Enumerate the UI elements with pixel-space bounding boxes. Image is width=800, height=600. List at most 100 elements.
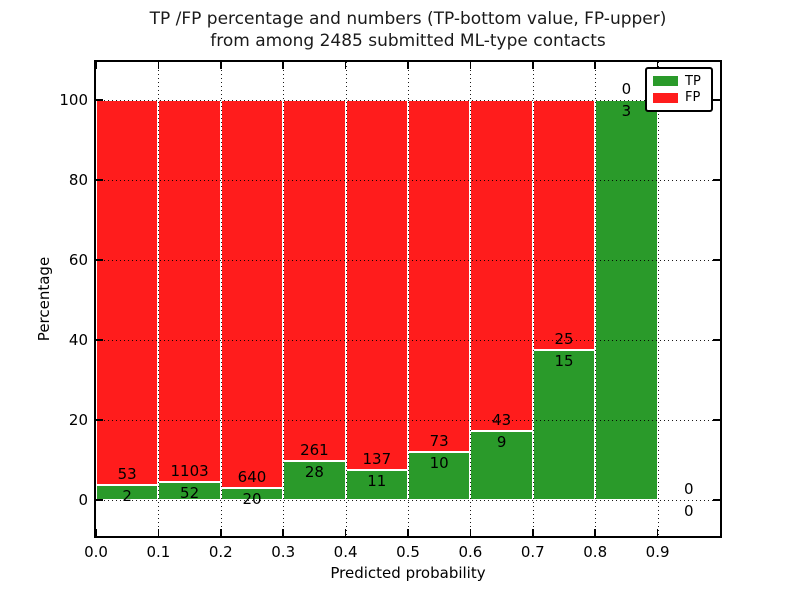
fp-bar-segment bbox=[345, 100, 408, 471]
x-tick-label: 0.5 bbox=[396, 543, 420, 561]
y-tick-mark-right bbox=[713, 499, 720, 501]
fp-count-label: 25 bbox=[554, 330, 574, 348]
fp-count-label: 1103 bbox=[170, 461, 209, 480]
y-tick-mark-left bbox=[96, 179, 103, 181]
vertical-gridline bbox=[158, 62, 160, 536]
x-tick-mark-bottom bbox=[656, 529, 659, 536]
tp-count-label: 15 bbox=[554, 352, 574, 370]
x-tick-mark-bottom bbox=[407, 529, 409, 536]
fp-count-label: 73 bbox=[429, 431, 449, 450]
y-tick-mark-right bbox=[713, 259, 720, 261]
x-tick-mark-top bbox=[157, 62, 160, 69]
fp-bar-segment bbox=[532, 100, 596, 350]
fp-bar-segment bbox=[408, 100, 471, 452]
x-tick-mark-top bbox=[407, 62, 409, 69]
fp-count-label: 0 bbox=[684, 480, 694, 498]
x-tick-mark-bottom bbox=[344, 529, 347, 536]
chart-title-line-1: TP /FP percentage and numbers (TP-bottom… bbox=[149, 9, 667, 29]
y-tick-mark-left bbox=[96, 499, 103, 501]
tp-bar-segment bbox=[532, 350, 596, 500]
y-tick-mark-left bbox=[96, 339, 103, 341]
y-tick-mark-left bbox=[96, 419, 103, 421]
tp-bar-segment bbox=[96, 485, 159, 500]
fp-bar-segment bbox=[470, 100, 533, 431]
tp-count-label: 52 bbox=[180, 483, 200, 502]
x-tick-label: 0.0 bbox=[84, 543, 108, 561]
tp-color-swatch bbox=[653, 76, 678, 87]
y-tick-label: 20 bbox=[68, 411, 88, 429]
legend-label-tp: TP bbox=[685, 73, 701, 89]
x-tick-mark-top bbox=[469, 62, 472, 69]
x-tick-label: 0.8 bbox=[583, 543, 608, 561]
fp-bar-segment bbox=[96, 100, 159, 486]
fp-bar-segment bbox=[158, 100, 221, 482]
y-tick-label: 40 bbox=[68, 331, 88, 349]
vertical-gridline bbox=[408, 62, 409, 536]
tp-count-label: 3 bbox=[621, 102, 632, 120]
y-tick-mark-right bbox=[713, 339, 720, 341]
y-axis-label: Percentage bbox=[35, 256, 53, 342]
x-tick-label: 0.1 bbox=[146, 543, 171, 561]
x-tick-mark-top bbox=[594, 62, 596, 69]
legend-item-fp: FP bbox=[653, 91, 705, 104]
x-tick-label: 0.9 bbox=[645, 543, 670, 561]
tp-bar-segment bbox=[595, 100, 658, 500]
x-tick-mark-top bbox=[282, 62, 284, 69]
x-tick-mark-top bbox=[220, 62, 222, 69]
y-tick-mark-right bbox=[713, 99, 720, 101]
x-tick-mark-top bbox=[656, 62, 659, 69]
y-tick-label: 0 bbox=[78, 491, 88, 509]
fp-count-label: 53 bbox=[117, 465, 137, 484]
x-tick-mark-bottom bbox=[532, 529, 534, 536]
tp-count-label: 10 bbox=[429, 453, 449, 472]
y-tick-mark-right bbox=[713, 419, 720, 421]
vertical-gridline bbox=[470, 62, 472, 536]
x-tick-mark-bottom bbox=[282, 529, 284, 536]
x-tick-label: 0.7 bbox=[520, 543, 545, 561]
fp-bar-segment bbox=[220, 100, 284, 488]
x-tick-mark-bottom bbox=[594, 529, 596, 536]
y-tick-mark-right bbox=[713, 179, 720, 181]
vertical-gridline bbox=[345, 62, 347, 536]
tp-count-label: 2 bbox=[122, 487, 132, 506]
tp-bar-segment bbox=[345, 470, 408, 500]
tp-count-label: 28 bbox=[304, 463, 324, 482]
tp-count-label: 0 bbox=[684, 502, 694, 520]
fp-color-swatch bbox=[653, 92, 678, 103]
vertical-gridline bbox=[532, 62, 534, 536]
x-tick-label: 0.2 bbox=[208, 543, 233, 561]
x-tick-mark-bottom bbox=[157, 529, 160, 536]
legend-label-fp: FP bbox=[685, 90, 701, 106]
vertical-gridline bbox=[283, 62, 285, 536]
x-axis-label: Predicted probability bbox=[330, 564, 486, 582]
legend: TP FP bbox=[645, 67, 713, 112]
y-tick-label: 60 bbox=[68, 251, 88, 269]
x-tick-mark-top bbox=[532, 62, 534, 69]
tp-bar-segment bbox=[283, 461, 346, 500]
fp-count-label: 43 bbox=[492, 410, 512, 429]
x-tick-mark-bottom bbox=[469, 529, 472, 536]
legend-item-tp: TP bbox=[653, 75, 705, 88]
tp-count-label: 11 bbox=[367, 472, 387, 491]
vertical-gridline bbox=[657, 62, 659, 536]
y-tick-label: 100 bbox=[59, 91, 88, 109]
x-tick-label: 0.4 bbox=[333, 543, 358, 561]
fp-count-label: 0 bbox=[621, 80, 632, 98]
tp-count-label: 9 bbox=[496, 432, 507, 451]
y-tick-mark-left bbox=[96, 259, 103, 261]
y-tick-label: 80 bbox=[68, 171, 88, 189]
fp-count-label: 261 bbox=[300, 441, 329, 460]
fp-count-label: 137 bbox=[362, 450, 392, 469]
chart-title-line-2: from among 2485 submitted ML-type contac… bbox=[210, 31, 606, 51]
fp-count-label: 640 bbox=[237, 467, 267, 486]
fp-bar-segment bbox=[283, 100, 346, 462]
x-tick-label: 0.3 bbox=[271, 543, 296, 561]
vertical-gridline bbox=[595, 62, 597, 536]
vertical-gridline bbox=[220, 62, 222, 536]
x-tick-mark-bottom bbox=[95, 529, 97, 536]
y-tick-mark-left bbox=[96, 99, 103, 101]
x-tick-mark-bottom bbox=[220, 529, 222, 536]
tp-count-label: 20 bbox=[242, 489, 262, 508]
x-tick-label: 0.6 bbox=[458, 543, 483, 561]
